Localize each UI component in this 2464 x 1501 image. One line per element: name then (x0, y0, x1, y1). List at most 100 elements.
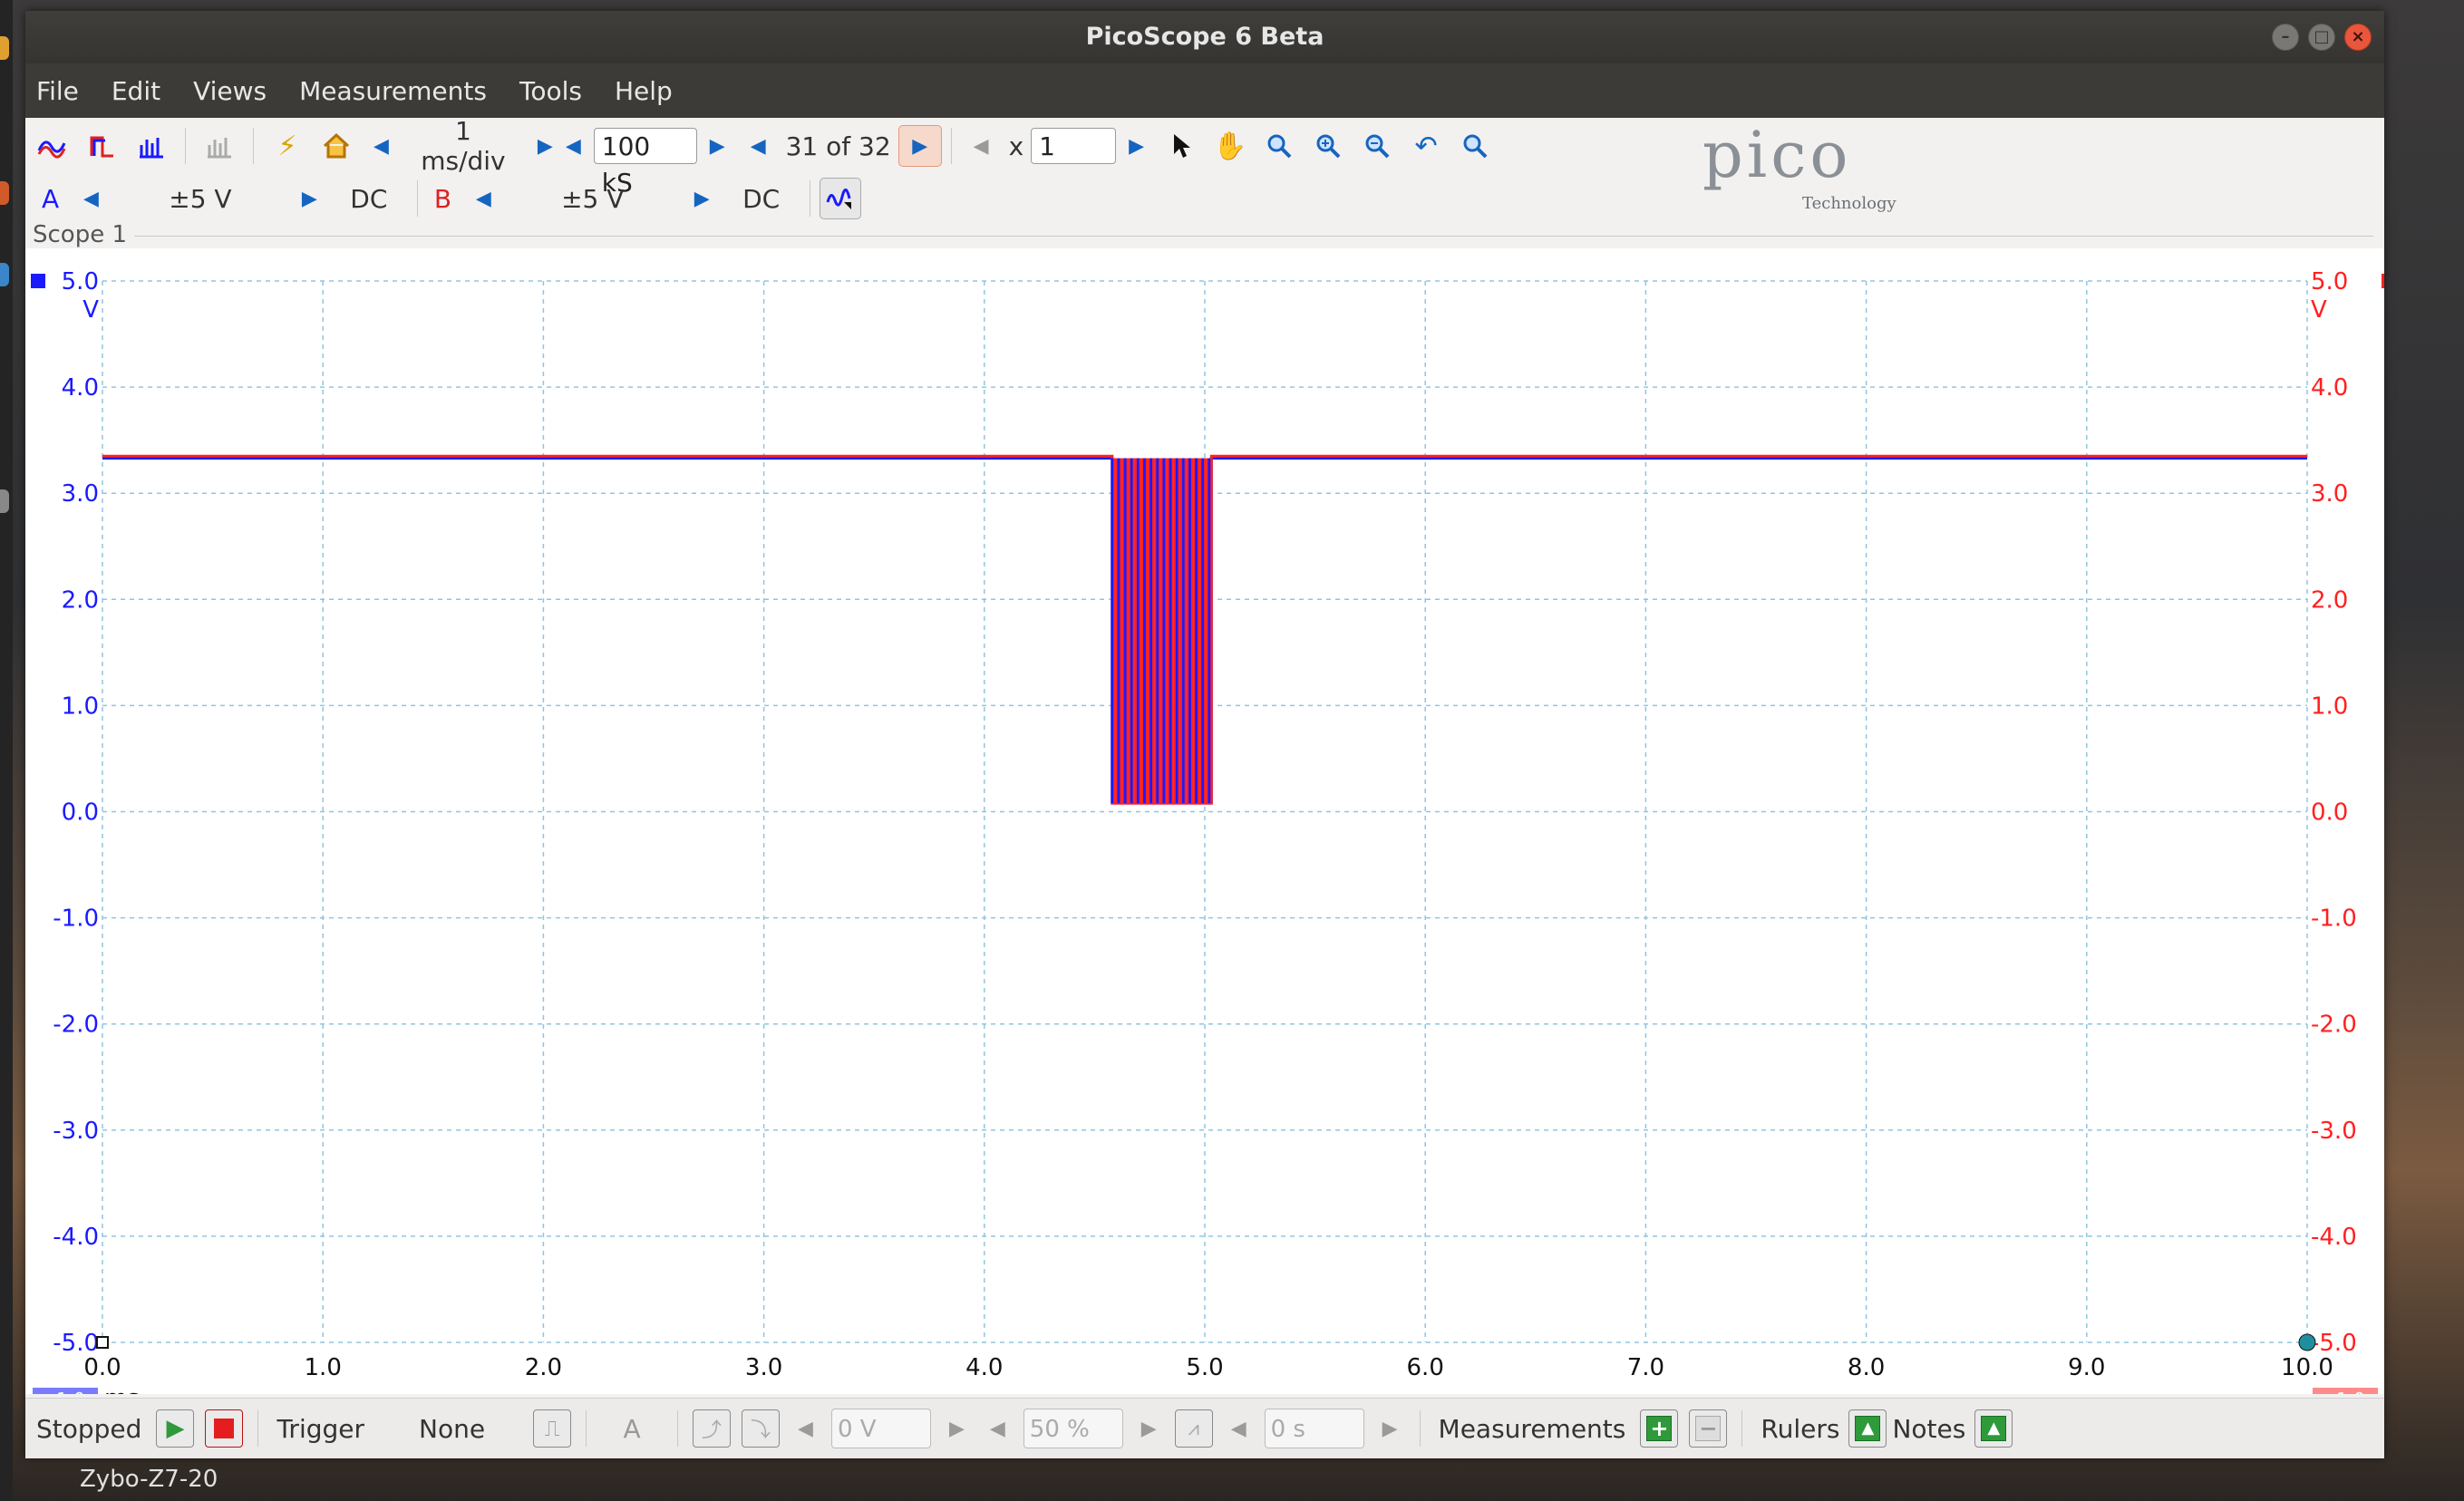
threshold-prev-button[interactable]: ◀ (798, 1417, 813, 1440)
threshold-field[interactable]: 0 V (830, 1409, 931, 1448)
delay-prev-button[interactable]: ◀ (1230, 1417, 1247, 1440)
zoom-x-input[interactable]: 1 (1031, 128, 1117, 164)
menu-measurements[interactable]: Measurements (299, 75, 487, 106)
launcher-icon[interactable] (0, 181, 9, 205)
samples-input[interactable]: 100 kS (593, 128, 697, 198)
launcher-bar (0, 0, 13, 1501)
delay-next-button[interactable]: ▶ (1382, 1417, 1398, 1440)
pretrigger-field[interactable]: 50 % (1023, 1409, 1123, 1448)
channel-b-range-prev-button[interactable]: ◀ (475, 187, 491, 210)
persistence-mode-icon[interactable] (83, 127, 121, 165)
home-icon[interactable] (317, 127, 355, 165)
y-tick-label-left: 5.0 (62, 268, 99, 295)
maximize-button[interactable]: □ (2308, 24, 2335, 51)
zoom-in-icon[interactable] (1309, 127, 1347, 165)
zoom-prev-button[interactable]: ◀ (973, 134, 989, 158)
y-tick-label-left: -4.0 (53, 1224, 99, 1251)
scope-mode-icon[interactable] (34, 127, 73, 165)
channel-b-label[interactable]: B (433, 183, 452, 214)
hand-icon[interactable]: ✋ (1213, 130, 1247, 162)
launcher-icon[interactable] (0, 36, 9, 60)
x-tick-label: 7.0 (1627, 1354, 1664, 1381)
picoscope-window: PicoScope 6 Beta – □ × File Edit Views M… (25, 11, 2396, 1458)
y-unit-right: V (2311, 296, 2327, 324)
launcher-icon[interactable] (0, 489, 9, 513)
rulers-label: Rulers (1761, 1413, 1840, 1444)
scope-plot-area[interactable]: 0.0 1.0 2.0 3.0 4.0 5.0 6.0 7.0 8.0 9.0 10.0 5.0 5.0… (25, 248, 2396, 1412)
origin-marker (96, 1336, 109, 1349)
pointer-icon[interactable] (1162, 127, 1200, 165)
trigger-type-button[interactable]: ⎍ (533, 1409, 572, 1448)
zoom-next-button[interactable]: ▶ (1129, 134, 1145, 158)
y-tick-label-left: 3.0 (62, 480, 99, 508)
channel-a-coupling[interactable]: DC (350, 183, 388, 214)
menu-tools[interactable]: Tools (519, 75, 582, 106)
add-measurement-button[interactable]: + (1640, 1409, 1679, 1448)
zoom-x-label: x (1008, 131, 1024, 161)
channel-a-range[interactable]: ±5 V (169, 183, 232, 214)
pretrigger-next-button[interactable]: ▶ (1140, 1417, 1157, 1440)
channel-a-label[interactable]: A (42, 183, 60, 214)
x-tick-label: 5.0 (1186, 1354, 1223, 1381)
zoom-overview-icon[interactable] (1456, 127, 1494, 165)
launcher-icon[interactable] (0, 263, 9, 286)
time-end-marker (2298, 1333, 2316, 1351)
menu-file[interactable]: File (36, 75, 79, 106)
notes-button[interactable]: ▲ (1974, 1409, 2013, 1448)
trigger-mode[interactable]: None (419, 1413, 486, 1444)
scope-view-title: Scope 1 (33, 221, 128, 248)
close-button[interactable]: × (2344, 24, 2372, 51)
edit-measurement-button[interactable]: − (1689, 1409, 1728, 1448)
x-tick-label: 3.0 (745, 1354, 782, 1381)
capture-next-button[interactable]: ▶ (897, 125, 942, 167)
x-tick-label: 1.0 (305, 1354, 342, 1381)
falling-edge-button[interactable]: ⤵ (742, 1409, 781, 1448)
delay-field[interactable]: 0 s (1264, 1409, 1364, 1448)
y-tick-label-right: -3.0 (2311, 1118, 2357, 1145)
channel-b-range-next-button[interactable]: ▶ (694, 187, 710, 210)
auto-setup-icon[interactable]: ⚡ (277, 130, 297, 162)
trigger-source[interactable]: A (623, 1413, 641, 1444)
timebase-prev-button[interactable]: ◀ (373, 134, 389, 158)
channel-b-coupling[interactable]: DC (742, 183, 781, 214)
y-tick-label-right: 3.0 (2311, 480, 2348, 508)
rising-edge-button[interactable]: ⤴ (693, 1409, 732, 1448)
y-tick-label-left: -5.0 (53, 1330, 99, 1357)
zoom-out-icon[interactable] (1358, 127, 1396, 165)
channel-a-range-prev-button[interactable]: ◀ (83, 187, 99, 210)
zoom-box-icon[interactable] (1260, 127, 1298, 165)
y-tick-label-left: 4.0 (62, 374, 99, 402)
logo-subtitle: Technology (1802, 194, 1897, 213)
y-tick-label-left: -1.0 (53, 905, 99, 933)
menu-edit[interactable]: Edit (111, 75, 161, 106)
channel-options-button[interactable] (819, 178, 861, 219)
channel-toolbar: A ◀ ±5 V ▶ DC B ◀ ±5 V ▶ DC (25, 172, 1684, 225)
scope-chart[interactable]: 0.0 1.0 2.0 3.0 4.0 5.0 6.0 7.0 8.0 9.0 10.0 5.0 5.0… (25, 248, 2396, 1412)
menu-help[interactable]: Help (614, 75, 673, 106)
spectrum-mode-icon[interactable] (132, 127, 170, 165)
timebase-next-button[interactable]: ▶ (537, 134, 553, 158)
spectrum-disabled-icon (200, 127, 238, 165)
scale-badge-right-text: x1.0 (2325, 1389, 2365, 1394)
y-tick-label-right: 4.0 (2311, 374, 2348, 402)
channel-b-range[interactable]: ±5 V (561, 183, 625, 214)
undo-zoom-icon[interactable]: ↶ (1414, 130, 1438, 162)
start-button[interactable]: ▶ (156, 1409, 195, 1448)
y-tick-label-right: 2.0 (2311, 586, 2348, 614)
rulers-button[interactable]: ▲ (1848, 1409, 1887, 1448)
pretrigger-prev-button[interactable]: ◀ (989, 1417, 1005, 1440)
x-tick-label: 4.0 (965, 1354, 1003, 1381)
channel-a-range-next-button[interactable]: ▶ (301, 187, 317, 210)
menu-views[interactable]: Views (193, 75, 267, 106)
capture-prev-button[interactable]: ◀ (750, 134, 766, 158)
minimize-button[interactable]: – (2272, 24, 2299, 51)
timebase-value[interactable]: 1 ms/div (421, 116, 506, 176)
samples-prev-button[interactable]: ◀ (565, 134, 581, 158)
stop-button[interactable] (205, 1409, 244, 1448)
advanced-trigger-button[interactable]: ⩘ (1174, 1409, 1213, 1448)
x-tick-label: 8.0 (1848, 1354, 1885, 1381)
threshold-next-button[interactable]: ▶ (948, 1417, 965, 1440)
notes-label: Notes (1892, 1413, 1966, 1444)
measurements-label: Measurements (1438, 1413, 1626, 1444)
samples-next-button[interactable]: ▶ (709, 134, 725, 158)
